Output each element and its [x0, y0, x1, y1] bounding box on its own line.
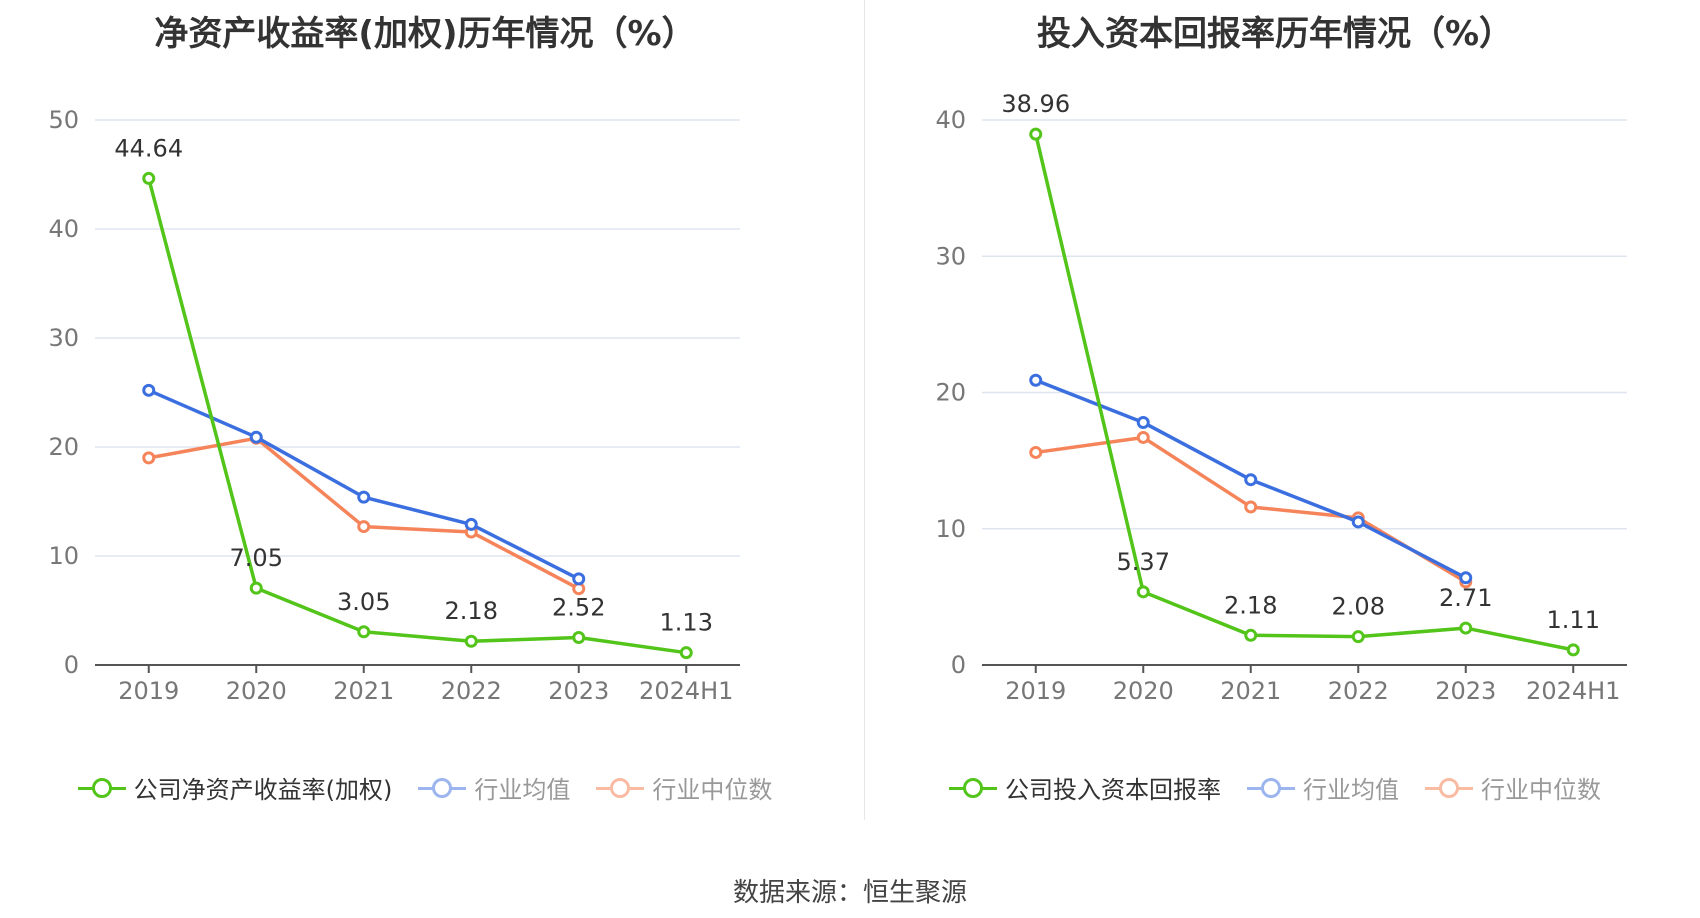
data-point-median: [1029, 445, 1043, 459]
data-point-company: [1459, 621, 1473, 635]
panel-divider: [864, 0, 865, 820]
y-tick-label: 0: [951, 651, 966, 679]
y-tick-label: 20: [935, 379, 966, 407]
legend-marker-median: [1425, 776, 1473, 800]
legend-label-company-roe: 公司净资产收益率(加权): [133, 776, 393, 804]
data-label: 38.96: [1001, 90, 1070, 118]
x-tick-label: 2023: [1435, 677, 1496, 705]
data-point-mean: [1029, 373, 1043, 387]
legend-item-industry-median[interactable]: 行业中位数: [1425, 770, 1601, 805]
x-tick-label: 2020: [226, 677, 287, 705]
data-point-company: [572, 631, 586, 645]
x-tick-label: 2019: [1005, 677, 1066, 705]
roic-chart-plot: 0 10 20 30 40 2019 2020 2021 2022 2023 2024H1 38.96…: [935, 90, 1627, 705]
data-point-median: [142, 451, 156, 465]
legend-label-company-roic: 公司投入资本回报率: [1005, 776, 1221, 804]
y-tick-label: 30: [48, 324, 79, 352]
roic-chart-legend: 公司投入资本回报率 行业均值 行业中位数: [850, 770, 1700, 805]
data-label: 7.05: [230, 544, 283, 572]
data-label: 1.13: [660, 609, 713, 637]
x-tick-label: 2019: [118, 677, 179, 705]
data-point-median: [357, 520, 371, 534]
data-point-mean: [357, 490, 371, 504]
legend-marker-median: [596, 776, 645, 800]
series-line-company: [147, 177, 687, 655]
y-tick-label: 0: [64, 651, 79, 679]
data-source-note: 数据来源：恒生聚源: [732, 878, 967, 908]
y-tick-label: 50: [48, 106, 79, 134]
data-label: 44.64: [114, 134, 183, 162]
x-tick-label: 2022: [441, 677, 502, 705]
data-point-company: [357, 625, 371, 639]
data-label: 2.52: [552, 594, 605, 622]
y-tick-label: 20: [48, 433, 79, 461]
data-label: 5.37: [1117, 548, 1170, 576]
data-point-company: [679, 646, 693, 660]
y-tick-label: 40: [48, 215, 79, 243]
x-tick-label: 2021: [333, 677, 394, 705]
x-tick-label: 2020: [1113, 677, 1174, 705]
legend-label-industry-median: 行业中位数: [1481, 776, 1601, 804]
data-point-company: [249, 581, 263, 595]
data-label: 2.18: [445, 597, 498, 625]
legend-marker-mean: [1247, 776, 1295, 800]
x-tick-label: 2021: [1220, 677, 1281, 705]
legend-marker-company: [77, 776, 126, 800]
data-point-company: [1244, 628, 1258, 642]
x-tick-label: 2024H1: [1526, 677, 1620, 705]
data-point-mean: [249, 430, 263, 444]
data-point-mean: [1244, 473, 1258, 487]
data-point-company: [142, 171, 156, 185]
data-point-mean: [464, 517, 478, 531]
y-tick-label: 40: [935, 106, 966, 134]
series-line-company: [1034, 133, 1574, 652]
data-point-mean: [1136, 415, 1150, 429]
data-label: 2.18: [1224, 591, 1277, 619]
data-label: 1.11: [1547, 606, 1600, 634]
legend-marker-company: [949, 776, 997, 800]
legend-item-company-roic[interactable]: 公司投入资本回报率: [949, 770, 1221, 805]
data-label: 2.71: [1439, 584, 1492, 612]
roe-chart-legend: 公司净资产收益率(加权) 行业均值 行业中位数: [0, 770, 850, 805]
roic-chart-title: 投入资本回报率历年情况（%）: [1036, 14, 1514, 54]
series-line-median: [148, 436, 580, 591]
data-point-company: [1136, 585, 1150, 599]
legend-item-industry-mean[interactable]: 行业均值: [418, 770, 570, 805]
data-point-company: [464, 634, 478, 648]
data-label: 3.05: [337, 588, 390, 616]
roe-chart-title: 净资产收益率(加权)历年情况（%）: [154, 14, 696, 54]
data-point-mean: [142, 383, 156, 397]
x-tick-label: 2022: [1328, 677, 1389, 705]
legend-marker-mean: [418, 776, 467, 800]
y-tick-label: 10: [935, 515, 966, 543]
roe-chart-panel: 净资产收益率(加权)历年情况（%） 0 10 20 30 40 50 2019 2020 202…: [0, 0, 850, 820]
data-point-mean: [1351, 515, 1365, 529]
data-point-company: [1029, 127, 1043, 141]
data-point-median: [1244, 500, 1258, 514]
x-tick-label: 2024H1: [639, 677, 733, 705]
y-tick-label: 10: [48, 542, 79, 570]
legend-item-industry-median[interactable]: 行业中位数: [596, 770, 772, 805]
data-point-median: [1136, 430, 1150, 444]
legend-label-industry-median: 行业中位数: [652, 776, 773, 804]
legend-label-industry-mean: 行业均值: [474, 776, 571, 804]
roic-chart-panel: 投入资本回报率历年情况（%） 0 10 20 30 40 2019 2020 2021 2022…: [850, 0, 1700, 820]
roe-chart-plot: 0 10 20 30 40 50 2019 2020 2021 2022 2023 2024H1 44.…: [48, 106, 740, 705]
y-tick-label: 30: [935, 242, 966, 270]
data-label: 2.08: [1332, 593, 1385, 621]
legend-item-company-roe[interactable]: 公司净资产收益率(加权): [77, 770, 393, 805]
x-tick-label: 2023: [548, 677, 609, 705]
data-point-mean: [572, 572, 586, 586]
legend-item-industry-mean[interactable]: 行业均值: [1247, 770, 1399, 805]
data-point-company: [1566, 643, 1580, 657]
data-point-mean: [1459, 571, 1473, 585]
data-point-company: [1351, 630, 1365, 644]
legend-label-industry-mean: 行业均值: [1303, 776, 1399, 804]
